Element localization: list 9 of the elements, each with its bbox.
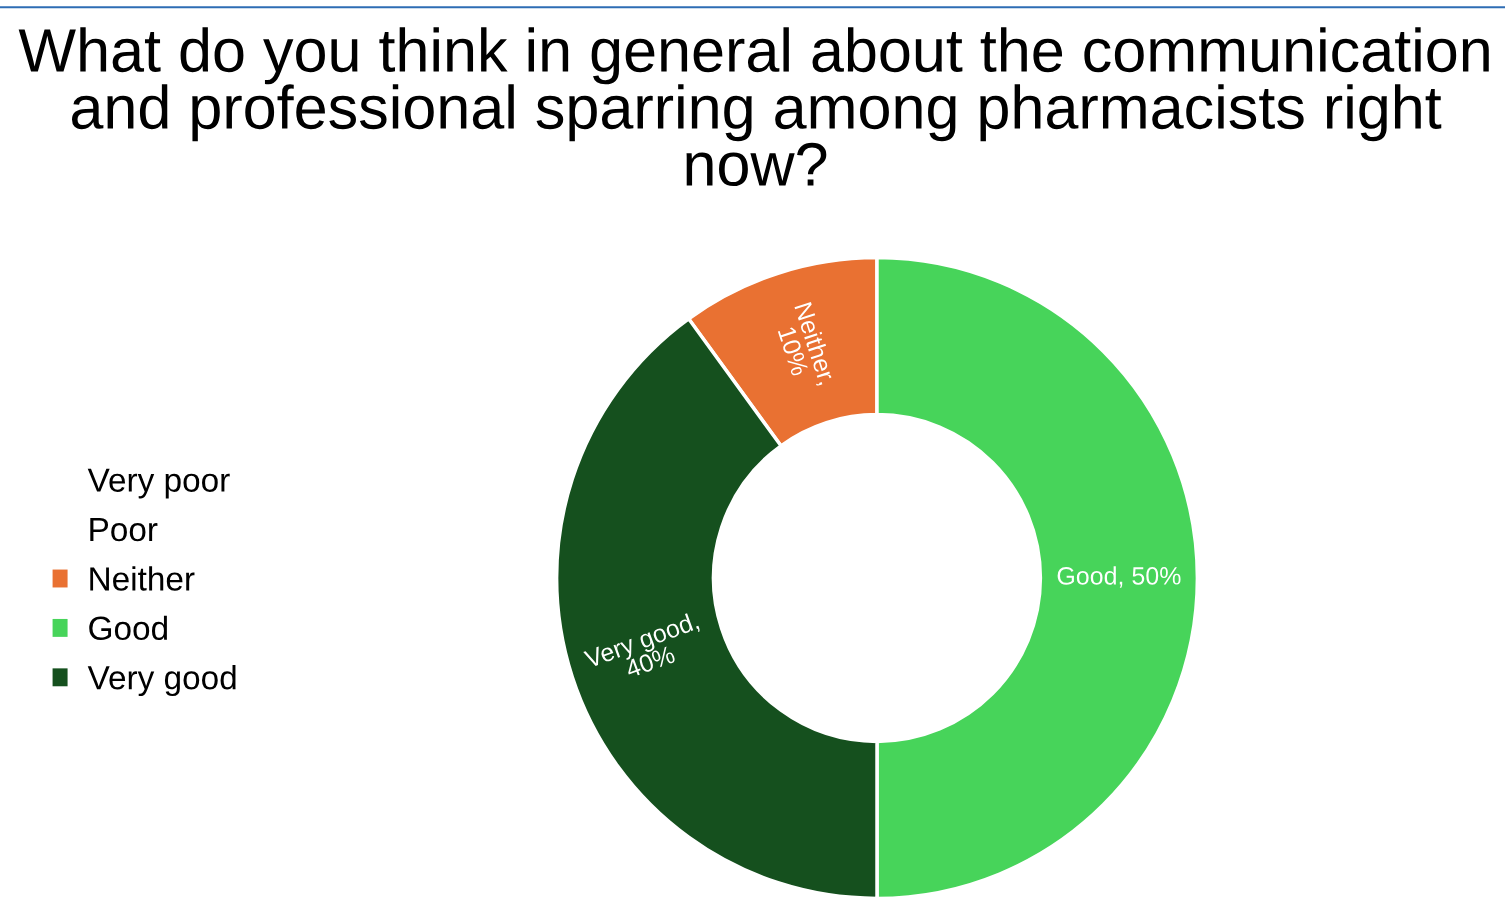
data-label: Very good, 40% — [582, 611, 701, 679]
legend-label: Very good — [87, 665, 236, 697]
chart-title: What do you think in general about the communication and professional sparring among pharmacists right now? — [18, 27, 1489, 187]
category-label: Very poor — [87, 468, 230, 499]
legend-label: Neither — [90, 566, 195, 591]
data-label: Good, 50% — [1057, 566, 1181, 588]
data-label: Neither, 10% — [777, 301, 838, 387]
category-label: Poor — [90, 518, 158, 542]
legend-label: Good — [89, 615, 167, 641]
